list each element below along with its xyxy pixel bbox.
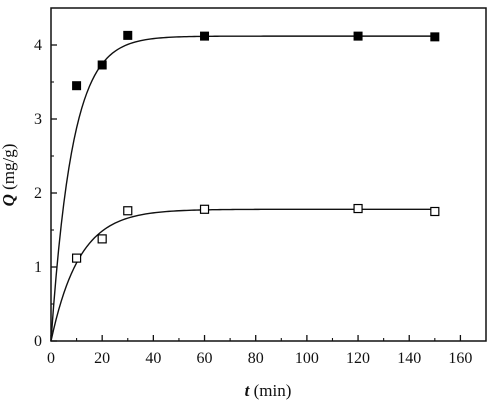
open-square-point <box>123 206 133 216</box>
open-square-point <box>353 203 363 214</box>
filled-square-point <box>72 81 82 91</box>
filled-square-point <box>123 30 133 40</box>
plot-frame <box>50 7 487 342</box>
y-tick-label: 2 <box>34 185 42 202</box>
y-tick-label: 0 <box>34 333 42 350</box>
x-tick-label: 0 <box>47 350 55 367</box>
fit-curves <box>50 35 435 342</box>
open-square-point <box>199 204 210 214</box>
data-points <box>71 30 440 263</box>
x-axis-title: t (min) <box>245 381 292 400</box>
open-square-point <box>430 206 440 217</box>
filled-square-point <box>97 60 107 70</box>
axis-ticks <box>50 44 462 342</box>
x-tick-label: 80 <box>248 350 264 367</box>
x-tick-label: 20 <box>94 350 110 367</box>
filled-square-point <box>430 32 440 42</box>
x-tick-label: 120 <box>346 350 370 367</box>
x-tick-label: 140 <box>397 350 421 367</box>
tick-labels: 0 20 40 60 80 100 120 140 160 0 1 2 3 4 <box>34 37 472 367</box>
open-square-point <box>97 234 107 244</box>
y-tick-label: 3 <box>34 111 42 128</box>
filled-square-point <box>353 31 363 41</box>
y-tick-label: 1 <box>34 259 42 276</box>
fit-curve-2 <box>50 208 435 342</box>
open-square-point <box>71 253 82 263</box>
x-tick-label: 40 <box>145 350 161 367</box>
filled-square-point <box>200 31 210 41</box>
x-tick-label: 100 <box>295 350 319 367</box>
y-tick-label: 4 <box>34 37 42 54</box>
x-tick-label: 160 <box>448 350 472 367</box>
x-tick-label: 60 <box>197 350 213 367</box>
y-axis-title: Q (mg/g) <box>0 144 18 207</box>
fit-curve-1 <box>50 35 435 342</box>
